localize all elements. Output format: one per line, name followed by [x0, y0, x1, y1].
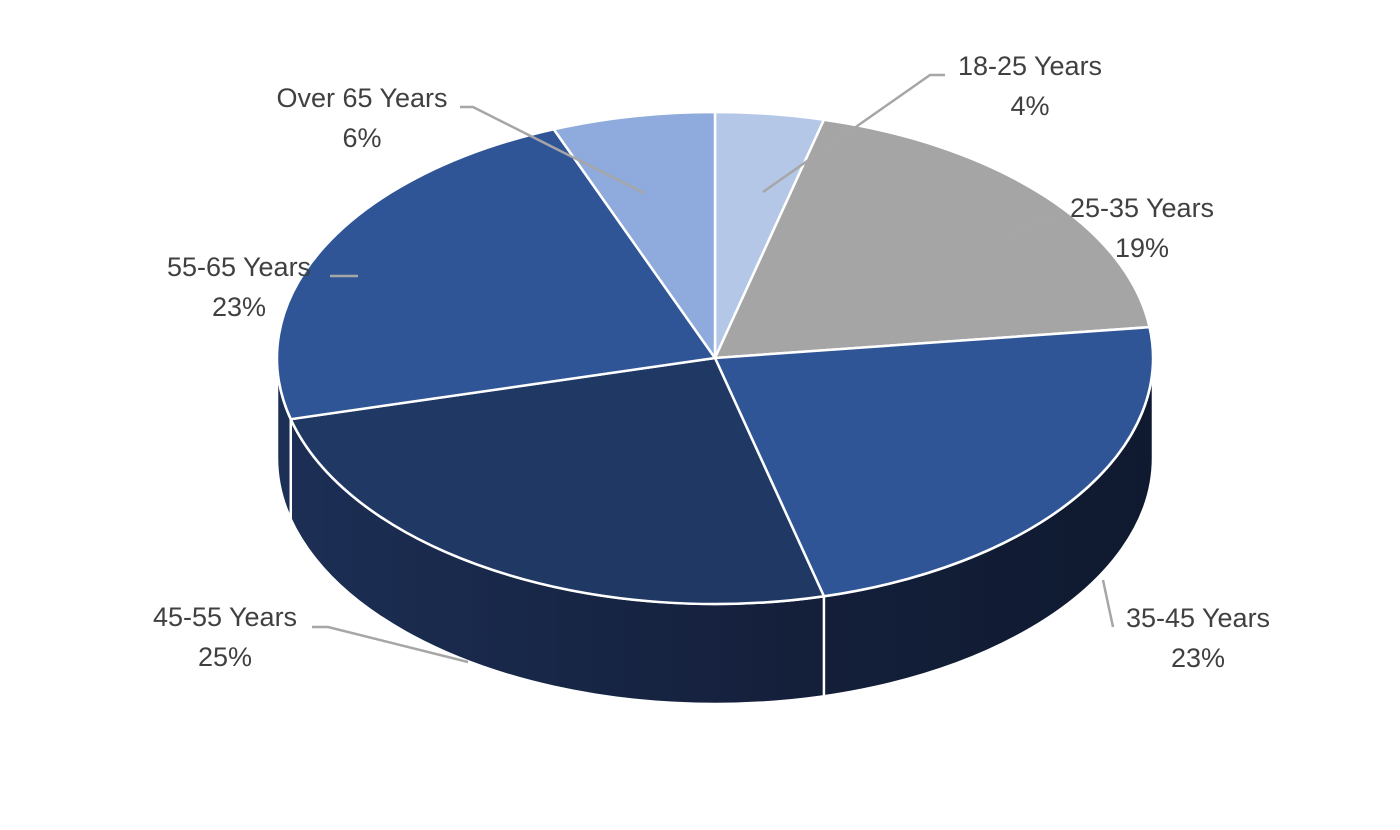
- slice-label-35-45-name: 35-45 Years: [1126, 603, 1270, 633]
- pie-slice-over-65-years: [552, 110, 717, 360]
- slice-label-35-45: 35-45 Years 23%: [1126, 603, 1270, 673]
- slice-label-over-65: Over 65 Years 6%: [276, 83, 447, 153]
- slice-label-55-65: 55-65 Years 23%: [167, 252, 311, 322]
- slice-label-18-25: 18-25 Years 4%: [958, 51, 1102, 121]
- slice-label-55-65-value: 23%: [212, 292, 266, 322]
- pie-slice-45-55-years: [289, 356, 826, 606]
- slice-label-55-65-name: 55-65 Years: [167, 252, 311, 282]
- leader-line: [1003, 215, 1055, 245]
- pie-slices: [275, 110, 1155, 606]
- leader-line: [312, 625, 469, 664]
- slice-label-25-35: 25-35 Years 19%: [1070, 193, 1214, 263]
- leader-line: [460, 105, 645, 195]
- pie-slice-35-45-years: [713, 325, 1155, 598]
- leader-lines: [312, 73, 1115, 664]
- slice-label-25-35-value: 19%: [1115, 233, 1169, 263]
- leader-line: [1101, 579, 1115, 628]
- pie-slice-55-65-years: [275, 128, 717, 421]
- slice-label-over-65-name: Over 65 Years: [276, 83, 447, 113]
- slice-label-45-55: 45-55 Years 25%: [153, 602, 297, 672]
- slice-label-over-65-value: 6%: [342, 123, 381, 153]
- slice-label-25-35-name: 25-35 Years: [1070, 193, 1214, 223]
- pie-slice-25-35-years: [713, 118, 1151, 360]
- slice-label-35-45-value: 23%: [1171, 643, 1225, 673]
- slice-label-18-25-name: 18-25 Years: [958, 51, 1102, 81]
- slice-label-45-55-value: 25%: [198, 642, 252, 672]
- leader-line: [762, 73, 945, 194]
- slice-label-45-55-name: 45-55 Years: [153, 602, 297, 632]
- slice-label-18-25-value: 4%: [1010, 91, 1049, 121]
